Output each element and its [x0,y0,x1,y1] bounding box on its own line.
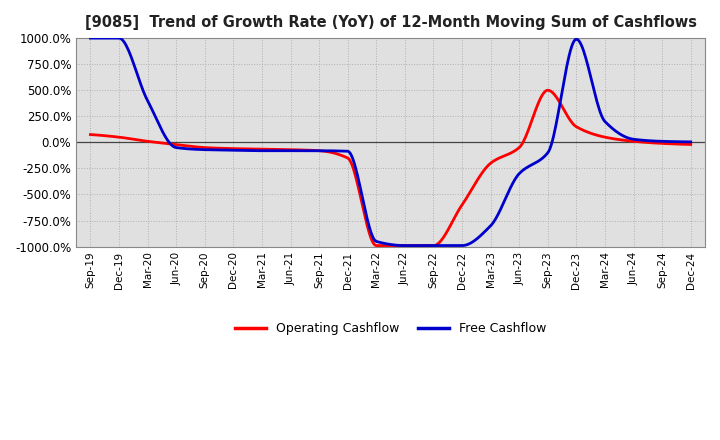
Legend: Operating Cashflow, Free Cashflow: Operating Cashflow, Free Cashflow [230,318,552,341]
Title: [9085]  Trend of Growth Rate (YoY) of 12-Month Moving Sum of Cashflows: [9085] Trend of Growth Rate (YoY) of 12-… [84,15,696,30]
